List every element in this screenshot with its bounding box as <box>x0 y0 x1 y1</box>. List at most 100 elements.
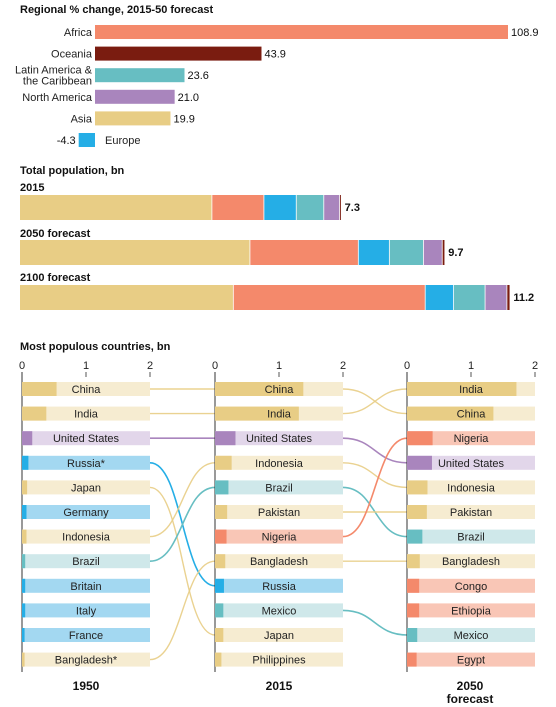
country-row-bg-mexico <box>215 603 343 618</box>
country-bars: 0 1 2 0 1 2 0 1 2 China India United States Russia* J… <box>19 360 538 672</box>
panel-label-1950: 1950 <box>73 679 100 693</box>
country-bar-nigeria <box>215 529 227 544</box>
country-bar-bangladesh <box>22 652 25 667</box>
regional-change-bars: Africa 108.9 Oceania 43.9 Latin America &the… <box>15 25 539 147</box>
country-label-mexico: Mexico <box>262 605 297 617</box>
country-bar-britain <box>22 578 26 593</box>
population-segment-2015-asia <box>20 195 212 220</box>
country-bar-india <box>22 406 47 421</box>
axis-tick-label: 2 <box>147 360 153 372</box>
country-label-egypt: Egypt <box>457 655 485 667</box>
country-label-bangladesh: Bangladesh <box>442 556 500 568</box>
country-row-bg-russia <box>215 578 343 593</box>
country-bar-france <box>22 628 25 642</box>
connector-bangladesh <box>149 560 216 661</box>
axis-tick-label: 0 <box>212 360 218 372</box>
country-label-italy: Italy <box>76 605 97 617</box>
country-label-indonesia: Indonesia <box>62 532 111 544</box>
regional-label-asia: Asia <box>71 113 93 125</box>
regional-value-oceania: 43.9 <box>264 49 285 61</box>
country-label-united-states: United States <box>438 458 505 470</box>
country-bar-nigeria <box>407 431 433 446</box>
regional-label-oceania: Oceania <box>51 49 93 61</box>
population-segment-2100-forecast-latin-america-the-caribbean <box>453 285 485 310</box>
country-bar-italy <box>22 603 26 618</box>
population-segment-2015-europe <box>264 195 296 220</box>
country-bar-mexico <box>215 603 224 618</box>
country-label-bangladesh: Bangladesh* <box>55 655 118 667</box>
connector-india <box>342 388 408 415</box>
regional-value-north-america: 21.0 <box>178 92 199 104</box>
axis-tick-label: 2 <box>532 360 538 372</box>
country-bar-japan <box>22 480 28 495</box>
connector-indonesia <box>342 462 408 489</box>
population-segment-2050-forecast-north-america <box>423 240 442 265</box>
country-row-bg-egypt <box>407 652 535 667</box>
country-row-bg-congo <box>407 578 535 593</box>
country-bar-china <box>22 382 57 396</box>
axis-tick-label: 0 <box>19 360 25 372</box>
population-segment-2015-latin-america-the-caribbean <box>296 195 324 220</box>
country-row-bg-philippines <box>215 652 343 667</box>
country-bar-philippines <box>215 652 222 667</box>
country-bar-china <box>215 382 304 396</box>
country-label-india: India <box>267 409 292 421</box>
country-label-brazil: Brazil <box>457 532 485 544</box>
connector-mexico <box>342 609 408 636</box>
country-bar-congo <box>407 578 420 593</box>
population-segment-2100-forecast-north-america <box>485 285 507 310</box>
country-label-brazil: Brazil <box>72 556 100 568</box>
regional-value-africa: 108.9 <box>511 27 539 39</box>
country-label-bangladesh: Bangladesh <box>250 556 308 568</box>
country-bar-china <box>407 406 494 421</box>
panel-label-2050: 2050 <box>457 679 484 693</box>
country-label-philippines: Philippines <box>252 655 306 667</box>
country-bar-united-states <box>215 431 236 446</box>
axis-tick-label: 1 <box>83 360 89 372</box>
country-label-mexico: Mexico <box>454 630 489 642</box>
country-label-japan: Japan <box>264 630 294 642</box>
country-label-russia: Russia <box>262 581 297 593</box>
country-row-bg-ethiopia <box>407 603 535 618</box>
country-row-bg-italy <box>22 603 150 618</box>
panel-label-2015: 2015 <box>266 679 293 693</box>
country-row-bg-brazil <box>407 529 535 544</box>
connector-japan <box>149 486 216 636</box>
country-row-bg-brazil <box>22 554 150 569</box>
population-row-label-2015: 2015 <box>20 182 44 194</box>
country-bar-indonesia <box>407 480 428 495</box>
axis-tick-label: 2 <box>340 360 346 372</box>
regional-bar-oceania <box>95 46 262 61</box>
country-bar-mexico <box>407 628 418 642</box>
country-label-united-states: United States <box>53 433 120 445</box>
country-label-russia: Russia* <box>67 458 106 470</box>
country-row-bg-indonesia <box>215 455 343 470</box>
connector-nigeria <box>342 437 408 538</box>
panel-label-2050-forecast: forecast <box>447 692 494 706</box>
most-populous-title: Most populous countries, bn <box>20 341 171 353</box>
country-label-india: India <box>74 409 99 421</box>
rank-connector-lines <box>149 388 408 661</box>
regional-bar-africa <box>95 25 508 39</box>
country-row-bg-pakistan <box>215 505 343 519</box>
population-segment-2100-forecast-oceania <box>507 285 510 310</box>
country-bar-russia <box>215 578 224 593</box>
country-label-britain: Britain <box>70 581 101 593</box>
population-segment-2100-forecast-africa <box>233 285 425 310</box>
axis-tick-label: 1 <box>276 360 282 372</box>
country-label-china: China <box>457 409 487 421</box>
population-segment-2050-forecast-africa <box>250 240 358 265</box>
country-row-bg-nigeria <box>407 431 535 446</box>
regional-label-latin-america-the-caribbean: the Caribbean <box>23 76 92 88</box>
country-label-ethiopia: Ethiopia <box>451 605 492 617</box>
country-bar-indonesia <box>215 455 232 470</box>
country-bar-japan <box>215 628 224 642</box>
country-label-pakistan: Pakistan <box>450 507 492 519</box>
country-label-nigeria: Nigeria <box>262 532 298 544</box>
country-bar-pakistan <box>215 505 228 519</box>
country-row-bg-united-states <box>407 455 535 470</box>
population-segment-2100-forecast-asia <box>20 285 233 310</box>
regional-label-north-america: North America <box>22 92 93 104</box>
regional-bar-europe <box>78 133 95 147</box>
country-bar-united-states <box>22 431 33 446</box>
